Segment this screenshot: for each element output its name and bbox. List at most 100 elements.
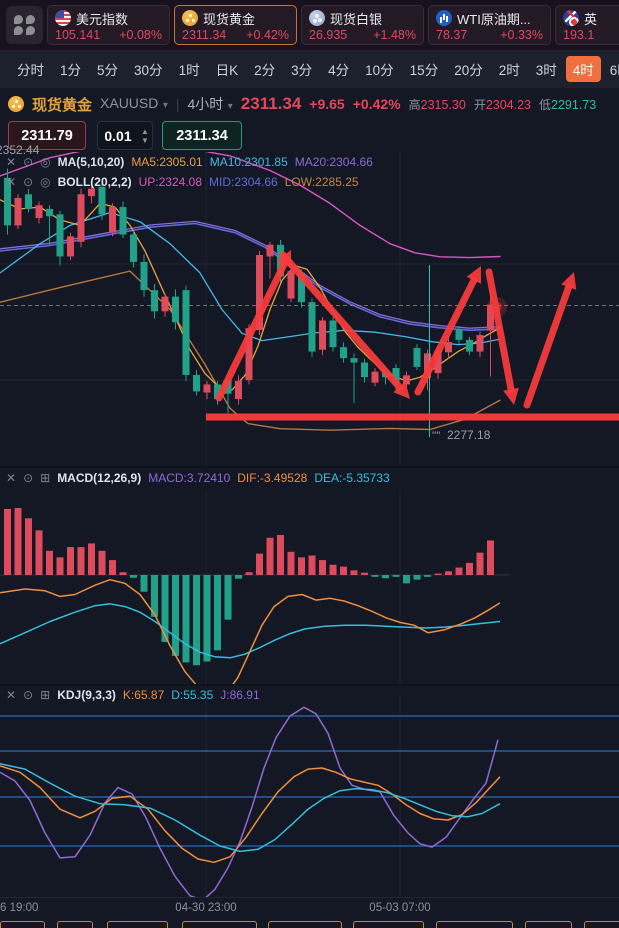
- eye-icon[interactable]: ◎: [40, 155, 51, 169]
- stepper-down-icon[interactable]: ▼: [141, 135, 149, 145]
- period-dropdown[interactable]: 4小时 ▾: [187, 96, 233, 112]
- dif-line: [0, 578, 501, 684]
- ma-legend: ✕ ⊙ ◎ MA(5,10,20) MA5:2305.01 MA10:2301.…: [6, 155, 373, 169]
- timeframe-item-分时[interactable]: 分时: [17, 63, 44, 78]
- dea-line: [0, 603, 501, 659]
- ticker-card[interactable]: 现货黄金 2311.34 +0.42%: [174, 5, 297, 45]
- silver-coin-icon: [309, 10, 325, 26]
- sell-button[interactable]: 2311.79: [8, 121, 86, 150]
- pane-divider[interactable]: [0, 684, 619, 686]
- time-axis-label: 04-30 23:00: [175, 902, 237, 914]
- eye-icon[interactable]: ◎: [40, 175, 51, 189]
- trend-arrow: [485, 268, 515, 393]
- candle-body: [298, 272, 305, 303]
- candle-body: [151, 290, 158, 312]
- ticker-card[interactable]: 英 193.1: [555, 5, 619, 45]
- timeframe-item-30分[interactable]: 30分: [134, 63, 163, 78]
- timeframe-item-6时[interactable]: 6时: [609, 63, 619, 78]
- candle-body: [403, 375, 410, 385]
- app-menu-button[interactable]: [6, 6, 43, 44]
- macd-histogram-bar: [203, 575, 211, 662]
- bottom-toolbar-button[interactable]: [0, 921, 45, 928]
- macd-histogram-bar: [56, 557, 64, 575]
- macd-chart[interactable]: [0, 490, 619, 684]
- candle-body: [476, 335, 484, 352]
- close-icon[interactable]: ✕: [6, 688, 17, 702]
- timeframe-item-5分[interactable]: 5分: [97, 63, 119, 78]
- macd-histogram-bar: [298, 557, 305, 575]
- add-indicator-icon[interactable]: ⊞: [40, 688, 51, 702]
- ticker-card[interactable]: 美元指数 105.141 +0.08%: [47, 5, 170, 45]
- settings-icon[interactable]: ⊙: [23, 471, 34, 485]
- timeframe-item-1时[interactable]: 1时: [178, 63, 200, 78]
- boll-low-price-label: 2277.18: [447, 428, 491, 442]
- candle-body: [308, 302, 316, 352]
- ticker-change: +0.42%: [246, 28, 289, 42]
- settings-icon[interactable]: ⊙: [23, 175, 34, 189]
- timeframe-item-3分[interactable]: 3分: [291, 63, 313, 78]
- timeframe-item-15分[interactable]: 15分: [409, 63, 439, 78]
- close-icon[interactable]: ✕: [6, 471, 17, 485]
- bottom-toolbar-button[interactable]: [268, 921, 342, 928]
- candle-body: [4, 177, 11, 226]
- candle-body: [445, 342, 452, 353]
- buy-button[interactable]: 2311.34: [162, 121, 242, 150]
- macd-histogram-bar: [413, 575, 421, 580]
- kdj-chart[interactable]: [0, 696, 619, 897]
- kdj-legend: ✕ ⊙ ⊞ KDJ(9,3,3) K:65.87 D:55.35 J:86.91: [6, 688, 260, 702]
- bottom-toolbar-button[interactable]: [182, 921, 257, 928]
- kdj-k-line: [0, 765, 501, 864]
- settings-icon[interactable]: ⊙: [23, 155, 34, 169]
- instrument-name: 现货黄金: [32, 96, 93, 114]
- timeframe-item-4时[interactable]: 4时: [565, 56, 601, 82]
- close-icon[interactable]: ✕: [6, 155, 17, 169]
- macd-histogram-bar: [77, 547, 85, 575]
- ticker-card[interactable]: 现货白银 26.935 +1.48%: [301, 5, 424, 45]
- timeframe-item-4分[interactable]: 4分: [328, 63, 350, 78]
- macd-histogram-bar: [172, 575, 179, 656]
- trend-arrow-head: [561, 272, 577, 290]
- timeframe-item-20分[interactable]: 20分: [454, 63, 483, 78]
- macd-histogram-bar: [466, 562, 473, 575]
- bottom-toolbar-button[interactable]: [436, 921, 513, 928]
- quantity-stepper[interactable]: 0.01 ▲ ▼: [97, 121, 153, 150]
- timeframe-item-10分[interactable]: 10分: [365, 63, 394, 78]
- macd-histogram-bar: [235, 575, 242, 579]
- add-indicator-icon[interactable]: ⊞: [40, 471, 51, 485]
- boll-upper-line: [0, 152, 501, 259]
- bottom-toolbar-button[interactable]: [525, 921, 572, 928]
- divider: |: [175, 96, 180, 112]
- candle-body: [350, 358, 358, 363]
- trend-arrow: [215, 260, 288, 402]
- timeframe-item-2时[interactable]: 2时: [498, 63, 520, 78]
- settings-icon[interactable]: ⊙: [23, 688, 34, 702]
- candlestick-chart[interactable]: [0, 152, 619, 466]
- stepper-up-icon[interactable]: ▲: [141, 126, 149, 136]
- ticker-name: WTI原油期...: [457, 11, 531, 27]
- macd-histogram-bar: [109, 560, 116, 575]
- timeframe-item-1分[interactable]: 1分: [60, 63, 82, 78]
- macd-histogram-bar: [130, 575, 137, 578]
- bottom-toolbar-button[interactable]: [584, 921, 619, 928]
- bottom-toolbar-button[interactable]: [57, 921, 93, 928]
- timeframe-item-3时[interactable]: 3时: [535, 63, 557, 78]
- timeframe-item-日K[interactable]: 日K: [215, 63, 239, 78]
- ticker-value: 2311.34: [182, 28, 227, 42]
- chevron-down-icon: ▾: [227, 101, 233, 112]
- time-axis[interactable]: 6 19:00 04-30 23:00 05-03 07:00: [0, 897, 619, 921]
- pane-divider[interactable]: [0, 466, 619, 468]
- candle-body: [434, 350, 442, 374]
- timeframe-item-2分[interactable]: 2分: [254, 63, 276, 78]
- ticker-name: 现货黄金: [203, 11, 256, 27]
- symbol-dropdown[interactable]: XAUUSD ▾: [100, 95, 168, 111]
- ticker-list: 美元指数 105.141 +0.08% 现货黄金 2311.34 +0.42% 现货白银 26…: [47, 5, 619, 45]
- ticker-change: +0.08%: [119, 28, 162, 42]
- close-icon[interactable]: ✕: [6, 175, 17, 189]
- boll-mid-line: [0, 222, 501, 332]
- bottom-toolbar-button[interactable]: [107, 921, 168, 928]
- ticker-card[interactable]: WTI原油期... 78.37 +0.33%: [428, 5, 551, 45]
- ticker-name: 现货白银: [330, 11, 383, 27]
- bottom-toolbar-button[interactable]: [353, 921, 424, 928]
- ticker-change: +0.33%: [500, 28, 543, 42]
